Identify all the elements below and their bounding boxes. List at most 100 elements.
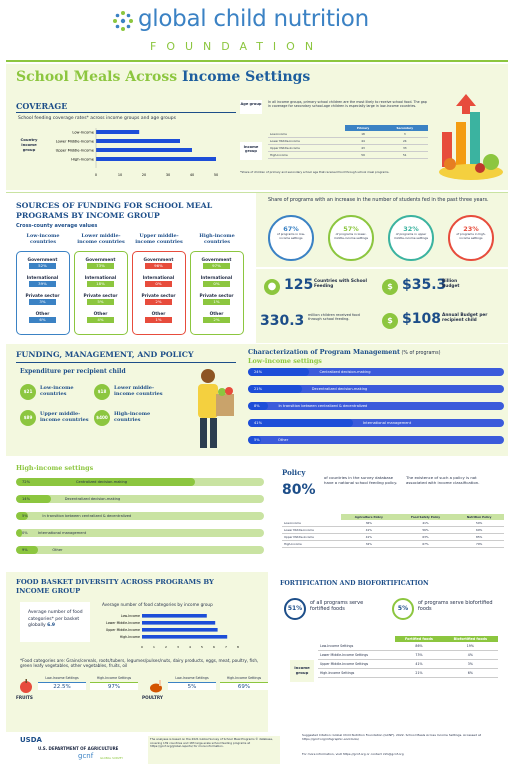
food-section: FOOD BASKET DIVERSITY ACROSS PROGRAMS BY… [6,572,508,732]
table-row: Low-Income Settings 86% 19% [318,642,498,651]
header: global child nutrition FOUNDATION [0,0,514,60]
fort-group-label: Income group [290,660,314,682]
mgmt-bar-fill [248,402,269,410]
funding-source-value: 2% [145,299,172,305]
fmp-section: FUNDING, MANAGEMENT, AND POLICY Expendit… [6,344,508,456]
mgmt-bar-pct: 24% [254,370,262,374]
food-category-label: Upper Middle-Income [106,628,140,632]
table-row: Lower Middle-Income Settings 73% 4% [318,651,498,660]
mgmt-bar-label: Decentralized decision-making [64,497,121,501]
funding-heading: SOURCES OF FUNDING FOR SCHOOL MEAL PROGR… [16,201,213,220]
fort-table: Fortified foods Biofortified foods Low-Inc… [318,636,498,678]
coverage-table-header: Primary [344,125,382,131]
poultry-icon [148,678,164,694]
mgmt-bar: 8% In transition between centralized & de… [248,402,504,410]
coverage-tick-label: 0 [95,173,97,177]
expenditure-label: High-income countries [114,411,151,423]
table-cell: 41% [422,521,429,525]
annual-number: $108 [402,311,441,327]
funding-source-value: 52% [29,263,56,269]
money-icon: $ [382,279,398,295]
food-bar [142,621,216,625]
table-row: Lower Middle-Income 41% 56% 69% [282,527,504,534]
table-cell: Lower Middle-Income [270,139,300,143]
mgmt-bar: 21% Decentralized decision-making [248,385,504,393]
table-row: Lower Middle-Income 44 24 [268,138,428,145]
funding-source-value: 18% [87,281,114,287]
table-cell: 51 [402,153,407,157]
fort-heading: FORTIFICATION AND BIOFORTIFICATION [280,580,429,587]
food-category-label: Low-Income [121,614,140,618]
funding-group-name: High-income countries [199,233,235,245]
table-cell: 41% [365,528,372,532]
coverage-tick-label: 30 [166,173,170,177]
fmp-heading: FUNDING, MANAGEMENT, AND POLICY [16,350,194,359]
mgmt-bar-fill [16,495,51,503]
biofortified-pct: 5% [392,598,414,620]
coverage-chart: Low-Income Lower Middle-Income Upper Middl… [56,128,218,177]
funding-source-value: 0% [203,281,230,287]
table-cell: 36% [365,521,372,525]
food-tick-label: 3 [177,645,179,649]
coverage-category-label: High-Income [71,157,95,161]
globe-icon: ● [264,279,280,295]
mgmt-bar: 41% International management [248,419,504,427]
fort-panel: FORTIFICATION AND BIOFORTIFICATION 51% o… [268,572,508,732]
funding-source-value: 4% [87,317,114,323]
table-cell: Upper Middle-Income Settings [320,662,369,666]
expenditure-label: Upper middle-income countries [40,411,89,423]
header-rule [6,60,508,62]
share-panel: Share of programs with an increase in th… [256,193,508,267]
food-tick-label: 0 [141,645,143,649]
countries-label: Countries with School Feeding [314,279,367,290]
fort-table-header: Fortified foods [395,636,443,642]
table-row: Low-Income 18 3 [268,131,428,138]
food-tick-label: 4 [189,645,191,649]
funding-source-value: 97% [203,263,230,269]
stats-panel: ● 125 Countries with School Feeding $ $3… [256,269,508,343]
table-row: Upper Middle-Income Settings 41% 3% [318,660,498,669]
gcnf-survey-logo: gcnf [78,752,94,760]
table-cell: 41% [415,662,423,666]
coverage-bar [96,139,180,143]
food-category-label: High-Income [120,635,140,639]
mgmt-bar: 24% Centralized decision-making [248,368,504,376]
coverage-tick-label: 20 [142,173,146,177]
table-cell: Low-Income Settings [320,644,354,648]
children-label: million children received food through s… [308,313,360,322]
table-row: High-Income Settings 21% 6% [318,669,498,678]
food-chart-title: Average number of food categories by inc… [102,602,213,607]
page-title-part1: School Meals Across [16,69,182,85]
table-cell: 3% [467,662,473,666]
mgmt-low-title: Low-income settings [248,357,322,365]
coverage-category-label: Low-Income [72,130,94,134]
share-circle-label: of programs in low-income settings [276,232,305,240]
mgmt-bar-pct: 5% [22,514,28,518]
mgmt-bar: 9% Other [16,546,264,554]
funding-source-value: 6% [29,317,56,323]
mgmt-bar: 72% Centralized decision-making [16,478,264,486]
mgmt-bar-pct: 9% [22,548,28,552]
children-number: 330.3 [260,313,305,329]
funding-source-value: 1% [203,299,230,305]
share-circle: 23% of programs in high-income settings [448,215,494,261]
mgmt-bar-label: Decentralized decision-making [311,387,368,391]
funding-source-label: Government [85,258,116,263]
income-group-label: Income group [240,142,262,160]
coverage-category-label: Upper Middle-Income [56,148,95,152]
funding-source-label: Private sector [83,294,118,299]
gcnf-logo-icon [112,10,134,32]
table-cell: 79% [476,542,483,546]
food-stat-label: High-Income Settings [226,676,262,680]
mgmt-bar-label: International management [362,421,412,425]
funding-source-label: Other [93,312,108,317]
table-cell: High-Income [270,153,288,157]
coverage-subtitle: School feeding coverage rates* across in… [18,116,176,121]
mgmt-bar: 0% International management [16,529,264,537]
policy-table: Agriculture Policy Food Safety Policy Nutr… [282,514,504,548]
table-cell: 73% [415,653,423,657]
coverage-table: Primary Secondary Low-Income 18 3 Lower Middl… [268,125,428,159]
funding-section: SOURCES OF FUNDING FOR SCHOOL MEAL PROGR… [6,192,508,343]
policy-panel: Policy 80% of countries in the survey da… [282,468,508,568]
table-row: Upper Middle-Income 41% 63% 85% [282,534,504,541]
